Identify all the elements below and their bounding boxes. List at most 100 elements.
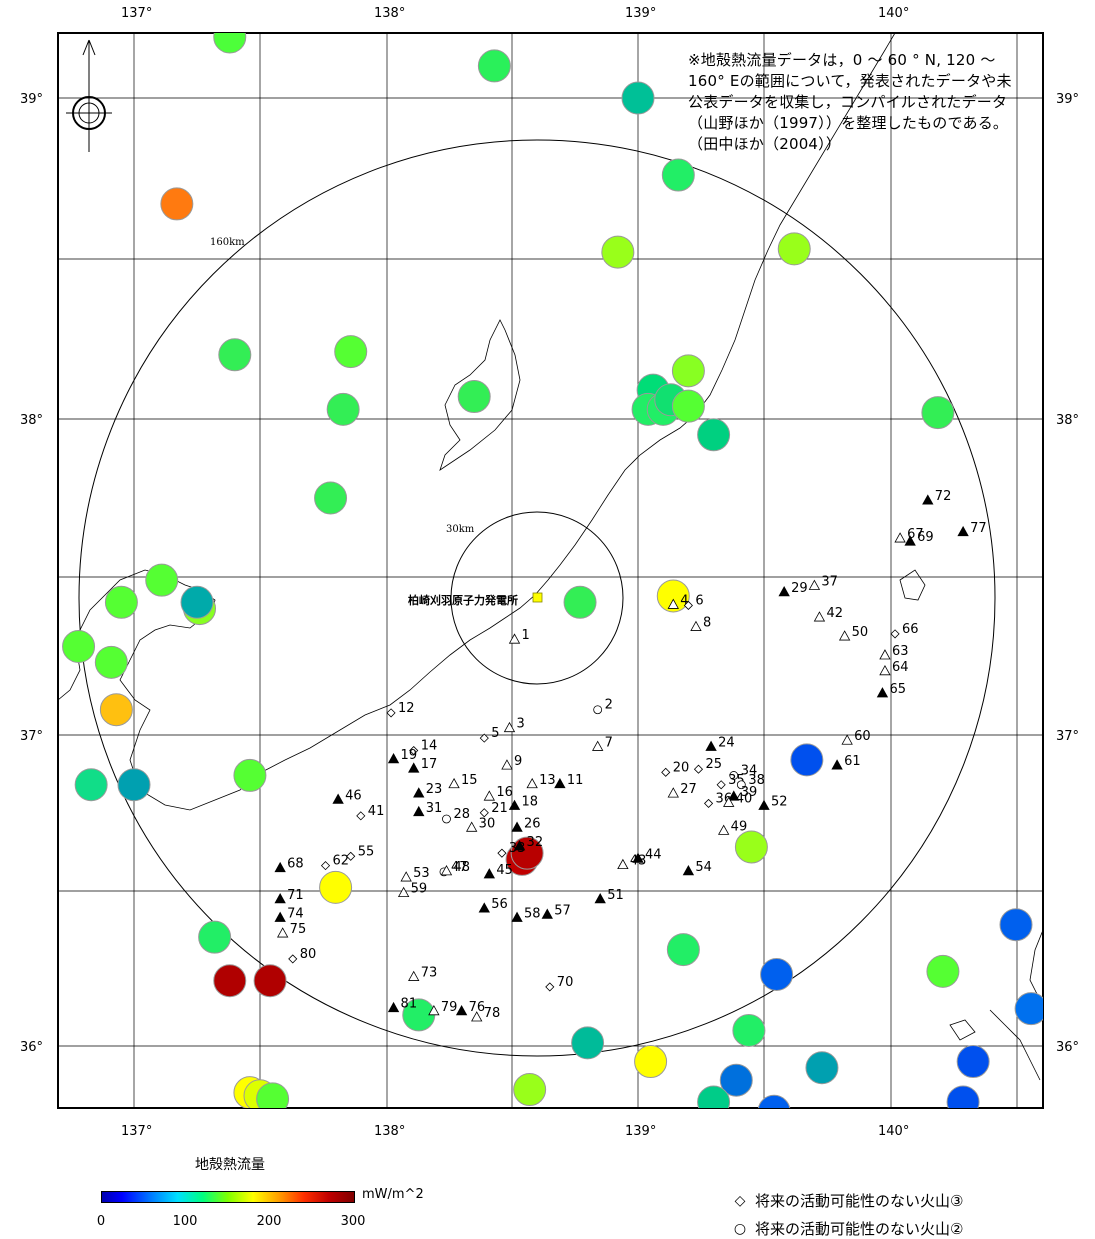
volcano-marker-15 [448, 777, 460, 789]
volcano-label-81: 81 [401, 997, 418, 1012]
heat-flow-point [213, 33, 247, 54]
volcano-marker-60 [841, 734, 853, 745]
heat-flow-point [671, 389, 705, 423]
volcano-layer: 1234567891112131415161718192021232425262… [274, 489, 987, 1022]
volcano-marker-33 [497, 848, 507, 858]
volcano-marker-28 [442, 814, 451, 824]
volcano-label-38: 38 [748, 773, 765, 788]
volcano-marker-53 [400, 871, 412, 882]
volcano-label-74: 74 [287, 906, 304, 921]
lat-right-37: 37° [1056, 729, 1079, 744]
volcano-label-23: 23 [426, 782, 443, 797]
volcano-label-50: 50 [852, 625, 869, 640]
volcano-marker-45 [483, 868, 495, 879]
heat-flow-point [457, 380, 491, 414]
volcano-marker-51 [594, 893, 606, 904]
volcano-label-59: 59 [411, 882, 428, 897]
volcano-label-33: 33 [509, 841, 526, 856]
data-source-note: ※地殻熱流量データは，0 ～ 60 ° N, 120 ～160° Eの範囲につい… [688, 51, 1012, 153]
volcano-label-58: 58 [524, 906, 541, 921]
volcano-label-31: 31 [426, 801, 443, 816]
volcano-label-27: 27 [680, 782, 697, 797]
volcano-marker-65 [876, 687, 889, 698]
heat-flow-point [757, 1094, 791, 1108]
lon-top-139: 139° [625, 6, 656, 21]
volcano-marker-44 [632, 852, 644, 863]
volcano-marker-79 [428, 1004, 440, 1016]
heat-flow-point [656, 579, 690, 613]
heat-flow-point [213, 964, 247, 998]
heat-flow-point [634, 1045, 668, 1079]
heat-flow-point [94, 645, 128, 679]
volcano-label-62: 62 [333, 854, 350, 869]
volcano-label-14: 14 [421, 739, 438, 754]
lat-left-38: 38° [20, 413, 43, 428]
volcano-label-17: 17 [421, 757, 438, 772]
volcano-label-64: 64 [892, 660, 909, 675]
volcano-marker-4 [667, 598, 679, 609]
colorbar-tick: 200 [256, 1214, 282, 1229]
volcano-label-44: 44 [645, 847, 662, 862]
volcano-label-55: 55 [358, 844, 375, 859]
heat-flow-point [198, 920, 232, 954]
volcano-marker-43 [617, 858, 629, 870]
volcano-label-40: 40 [736, 791, 753, 806]
lat-right-39: 39° [1056, 92, 1079, 107]
volcano-marker-76 [455, 1004, 468, 1016]
lon-bottom-137: 137° [121, 1124, 152, 1139]
heat-flow-point [563, 585, 597, 619]
volcano-marker-31 [413, 805, 425, 817]
volcano-marker-21 [479, 808, 489, 818]
heat-flow-point [314, 481, 348, 515]
volcano-label-66: 66 [902, 622, 919, 637]
volcano-label-6: 6 [695, 593, 703, 608]
volcano-label-15: 15 [461, 773, 478, 788]
volcano-marker-74 [274, 911, 286, 922]
volcano-marker-56 [478, 902, 490, 913]
legend-label: 将来の活動可能性のない火山③ [755, 1192, 964, 1210]
heat-flow-point [256, 1082, 290, 1108]
volcano-marker-55 [346, 851, 356, 861]
volcano-marker-25 [693, 764, 704, 774]
colorbar-unit: mW/m^2 [362, 1187, 424, 1202]
volcano-marker-73 [408, 970, 420, 981]
volcano-marker-11 [554, 777, 566, 789]
heat-flow-point [921, 396, 955, 430]
volcano-label-65: 65 [889, 682, 906, 697]
volcano-marker-72 [922, 494, 934, 505]
volcano-marker-48 [440, 865, 453, 876]
volcano-label-56: 56 [491, 897, 508, 912]
volcano-marker-54 [682, 865, 695, 876]
legend-item-diamond: ◇ 将来の活動可能性のない火山③ [733, 1190, 964, 1211]
volcano-marker-26 [511, 821, 523, 832]
volcano-marker-7 [592, 740, 604, 751]
lat-right-36: 36° [1056, 1040, 1079, 1055]
lon-top-137: 137° [121, 6, 152, 21]
volcano-marker-66 [890, 629, 900, 639]
volcano-label-71: 71 [287, 888, 304, 903]
volcano-label-51: 51 [607, 888, 624, 903]
volcano-marker-64 [879, 664, 891, 676]
volcano-label-52: 52 [771, 795, 788, 810]
volcano-label-16: 16 [496, 785, 513, 800]
volcano-marker-34 [729, 771, 739, 780]
heat-flow-point [777, 232, 811, 266]
heat-flow-point [334, 335, 368, 369]
volcano-label-25: 25 [705, 757, 722, 772]
heat-flow-point [956, 1045, 990, 1079]
heat-flow-point [62, 630, 96, 664]
volcano-label-28: 28 [453, 807, 470, 822]
heat-flow-point [513, 1073, 547, 1107]
volcano-label-32: 32 [527, 835, 544, 850]
volcano-label-77: 77 [970, 521, 987, 536]
volcano-label-20: 20 [673, 760, 690, 775]
volcano-marker-19 [387, 753, 400, 764]
volcano-marker-8 [690, 620, 702, 631]
heat-flow-point [326, 392, 360, 426]
volcano-label-54: 54 [695, 860, 712, 875]
volcano-marker-61 [831, 759, 843, 770]
volcano-label-49: 49 [731, 819, 748, 834]
lat-left-36: 36° [20, 1040, 43, 1055]
volcano-marker-35 [716, 780, 726, 790]
volcano-marker-71 [274, 893, 286, 904]
